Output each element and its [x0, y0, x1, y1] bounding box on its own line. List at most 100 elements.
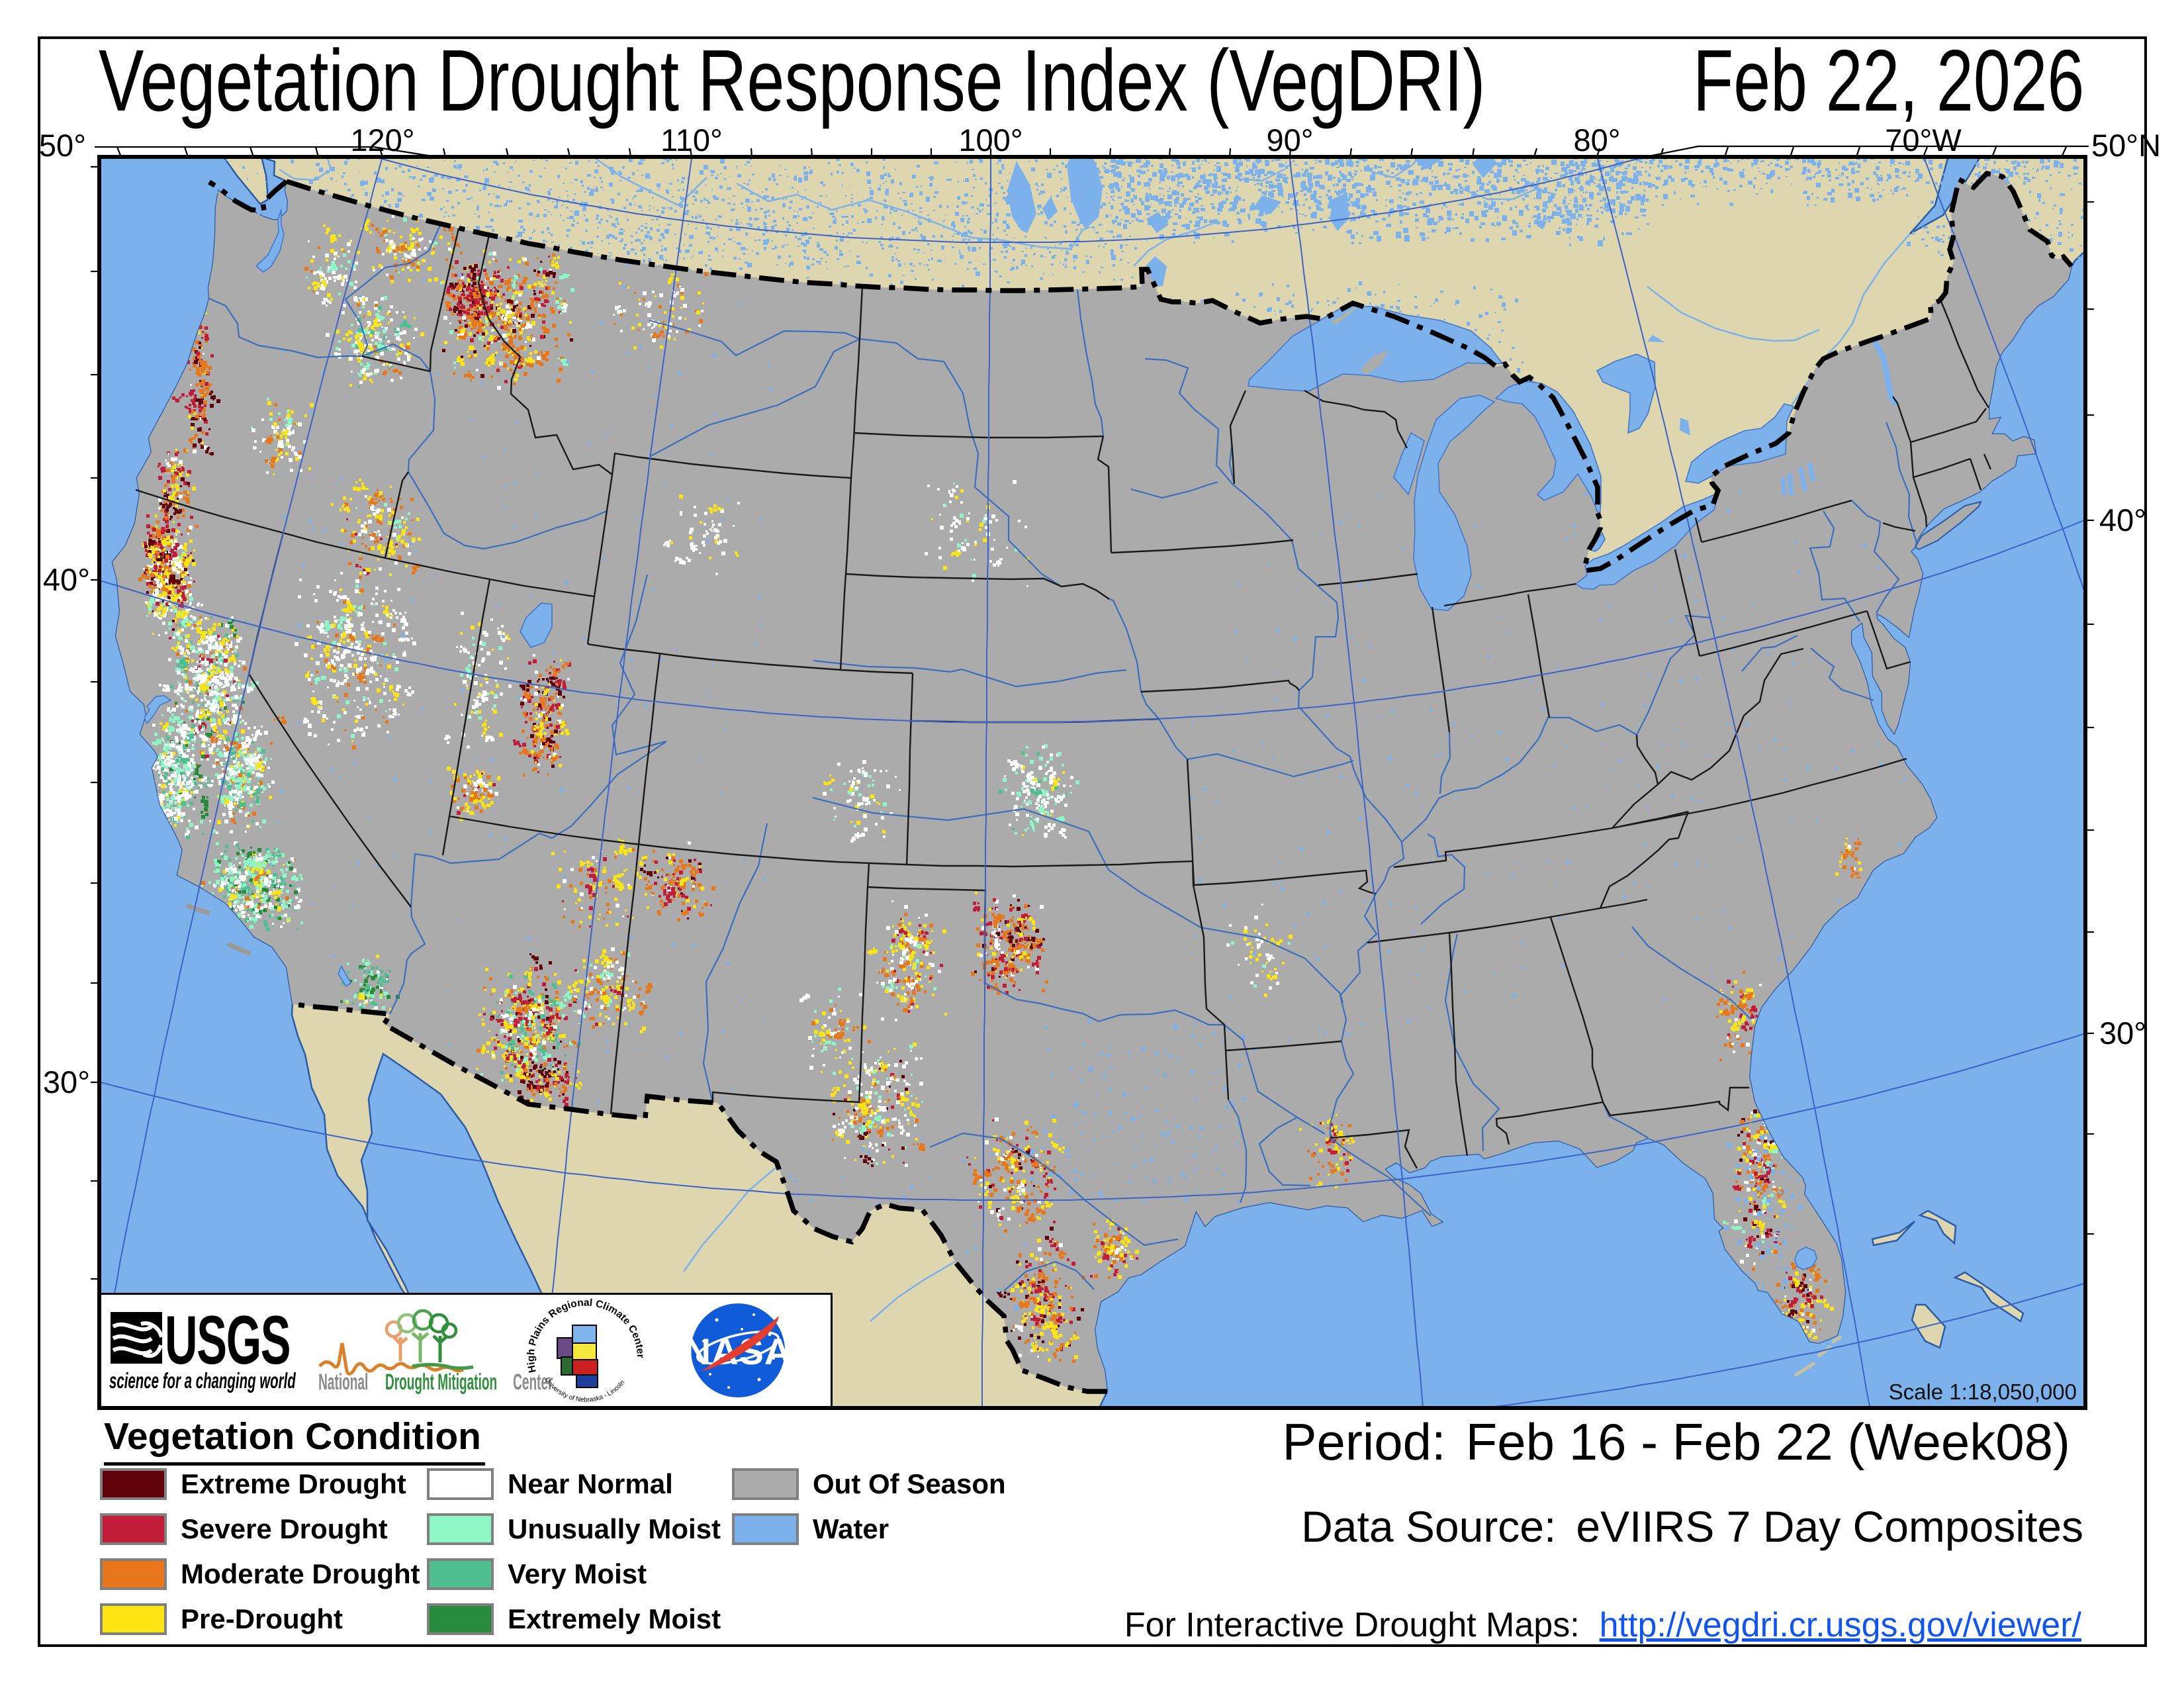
usgs-wave-icon	[112, 1321, 163, 1358]
graticule-tick	[1855, 146, 1861, 158]
graticule-labels: 50° 50°N 120° 110° 100° 90° 80° 70°W 40° 30° 40°…	[39, 122, 2161, 1100]
keweenaw-peninsula	[1360, 350, 1388, 375]
source-line: Data Source: eVIIRS 7 Day Composites	[1301, 1505, 2083, 1548]
graticule-tick	[1991, 146, 1997, 158]
ndmc-tree-trunk-1	[392, 1336, 408, 1361]
nasa-star	[757, 1378, 761, 1382]
scale-text: Scale 1:18,050,000	[1889, 1380, 2077, 1404]
nasa-stars	[702, 1313, 775, 1389]
grat-label-topleft: 50°	[39, 128, 86, 163]
vancouver-island	[222, 157, 269, 205]
florida-keys	[1794, 1335, 1843, 1378]
channel-islands	[185, 903, 251, 957]
neatline	[91, 145, 2094, 1280]
ndmc-part1: National	[318, 1369, 368, 1394]
graticule-tick	[505, 148, 510, 158]
nasa-logo: NASA	[684, 1303, 791, 1397]
graticule-tick	[183, 146, 189, 158]
legend-label: Extremely Moist	[508, 1603, 721, 1635]
ndmc-tree-trunk-2	[411, 1332, 430, 1362]
maps-link[interactable]: http://vegdri.cr.usgs.gov/viewer/	[1600, 1606, 2081, 1644]
legend-swatch	[427, 1558, 494, 1590]
graticule-tick	[1922, 146, 1929, 158]
legend-label: Severe Drought	[181, 1513, 388, 1545]
nasa-star	[752, 1313, 755, 1316]
mexico-rivers	[682, 1164, 956, 1322]
graticule-tick	[567, 148, 571, 158]
legend-swatch	[427, 1513, 494, 1545]
finger-lakes	[1780, 461, 1816, 496]
grat-label-topright: 50°N	[2091, 128, 2161, 163]
canada-rivers	[279, 157, 1911, 408]
islands-bahamas-cuba-maritime	[1871, 1209, 2025, 1349]
maps-label: For Interactive Drought Maps:	[1124, 1606, 1580, 1644]
graticule-tick	[1789, 146, 1795, 158]
grat-label-left-30: 30°	[43, 1064, 90, 1100]
graticule-tick	[1168, 148, 1171, 158]
north-lakes	[1007, 157, 1690, 436]
neatline-left	[95, 146, 437, 158]
neatline-right	[1645, 145, 2089, 158]
nasa-star	[727, 1386, 730, 1389]
page-title: Vegetation Drought Response Index (VegDR…	[99, 37, 1485, 124]
usgs-name-group: USGS	[165, 1301, 291, 1379]
grat-label-right-40: 40°	[2099, 502, 2146, 538]
legend-swatch	[427, 1603, 494, 1635]
legend-label: Unusually Moist	[508, 1513, 721, 1545]
lake-champlain	[1871, 337, 1899, 406]
us-drought-speckle	[138, 215, 1862, 1363]
graticule-tick	[379, 148, 384, 158]
ndmc-logo: National Drought Mitigation Center	[318, 1309, 553, 1394]
hprcc-state-wy	[557, 1337, 573, 1359]
maps-line: For Interactive Drought Maps: http://vegd…	[1124, 1608, 2081, 1642]
page-border	[38, 36, 2147, 1647]
foreign-islands	[222, 157, 2025, 1349]
grat-label-top-70: 70°W	[1885, 122, 1962, 158]
graticule	[99, 157, 2085, 1408]
long-island	[1914, 500, 1982, 551]
graticule-tick	[1410, 148, 1414, 158]
ndmc-tree-trunks	[392, 1332, 448, 1362]
usgs-name: USGS	[165, 1301, 290, 1379]
hprcc-states-map	[557, 1325, 598, 1388]
ndmc-tree-trunk-3	[432, 1335, 448, 1362]
international-borders	[208, 170, 2073, 1394]
period-label: Period:	[1283, 1413, 1446, 1471]
ndmc-heartbeat-line	[318, 1342, 465, 1376]
usgs-logo: USGS science for a changing world	[109, 1301, 296, 1393]
grat-label-top-80: 80°	[1573, 122, 1620, 158]
legend-label: Water	[813, 1513, 889, 1545]
period-value: Feb 16 - Feb 22 (Week08)	[1466, 1413, 2070, 1471]
us-canada-border	[285, 170, 2073, 574]
legend-label: Very Moist	[508, 1558, 647, 1590]
us-rivers	[208, 223, 1918, 1291]
logo-box: USGS science for a changing world Nation…	[99, 1293, 833, 1408]
graticule-tick	[1289, 148, 1292, 158]
source-label: Data Source:	[1301, 1502, 1556, 1551]
isle-royale	[1331, 305, 1358, 324]
graticule-tick	[1471, 148, 1475, 158]
hprcc-state-sd	[572, 1342, 597, 1360]
ndmc-text-group: National Drought Mitigation Center	[318, 1369, 553, 1394]
nasa-star	[715, 1318, 719, 1322]
grat-label-top-120: 120°	[350, 122, 414, 158]
hprcc-state-nd	[572, 1325, 597, 1344]
grat-label-top-110: 110°	[660, 122, 723, 158]
graticule-tick	[810, 148, 813, 158]
legend-label: Near Normal	[508, 1468, 673, 1500]
hprcc-state-ks	[576, 1374, 598, 1388]
graticule-tick	[314, 146, 320, 158]
ndmc-part3: Center	[513, 1369, 553, 1394]
grat-label-left-40: 40°	[43, 562, 90, 597]
legend-swatch	[732, 1468, 799, 1500]
legend-label: Out Of Season	[813, 1468, 1006, 1500]
graticule-tick	[689, 148, 693, 158]
us-lakes	[144, 602, 1817, 1270]
graticule-tick	[442, 148, 447, 158]
grat-label-right-30: 30°	[2099, 1015, 2146, 1051]
gulf-of-st-lawrence	[1909, 157, 1981, 235]
legend-label: Moderate Drought	[181, 1558, 420, 1590]
legend-swatch	[427, 1468, 494, 1500]
graticule-tick	[2061, 146, 2067, 158]
